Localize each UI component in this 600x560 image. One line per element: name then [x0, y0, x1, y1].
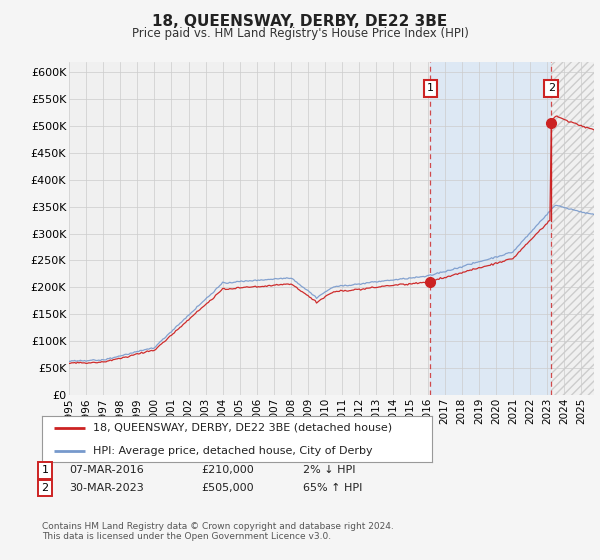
Text: 18, QUEENSWAY, DERBY, DE22 3BE: 18, QUEENSWAY, DERBY, DE22 3BE	[152, 14, 448, 29]
Text: HPI: Average price, detached house, City of Derby: HPI: Average price, detached house, City…	[93, 446, 373, 455]
Text: 2% ↓ HPI: 2% ↓ HPI	[303, 465, 355, 475]
Bar	[551, 62, 594, 395]
Text: 1: 1	[427, 83, 434, 94]
Text: 18, QUEENSWAY, DERBY, DE22 3BE (detached house): 18, QUEENSWAY, DERBY, DE22 3BE (detached…	[93, 423, 392, 432]
Bar	[551, 62, 594, 395]
Bar	[551, 62, 594, 395]
Text: 2: 2	[41, 483, 49, 493]
Text: 07-MAR-2016: 07-MAR-2016	[69, 465, 144, 475]
Text: 30-MAR-2023: 30-MAR-2023	[69, 483, 144, 493]
Text: 65% ↑ HPI: 65% ↑ HPI	[303, 483, 362, 493]
Text: Contains HM Land Registry data © Crown copyright and database right 2024.
This d: Contains HM Land Registry data © Crown c…	[42, 522, 394, 542]
Text: £505,000: £505,000	[201, 483, 254, 493]
Text: 2: 2	[548, 83, 555, 94]
Text: £210,000: £210,000	[201, 465, 254, 475]
Text: 1: 1	[41, 465, 49, 475]
Text: Price paid vs. HM Land Registry's House Price Index (HPI): Price paid vs. HM Land Registry's House …	[131, 27, 469, 40]
Bar	[430, 62, 551, 395]
